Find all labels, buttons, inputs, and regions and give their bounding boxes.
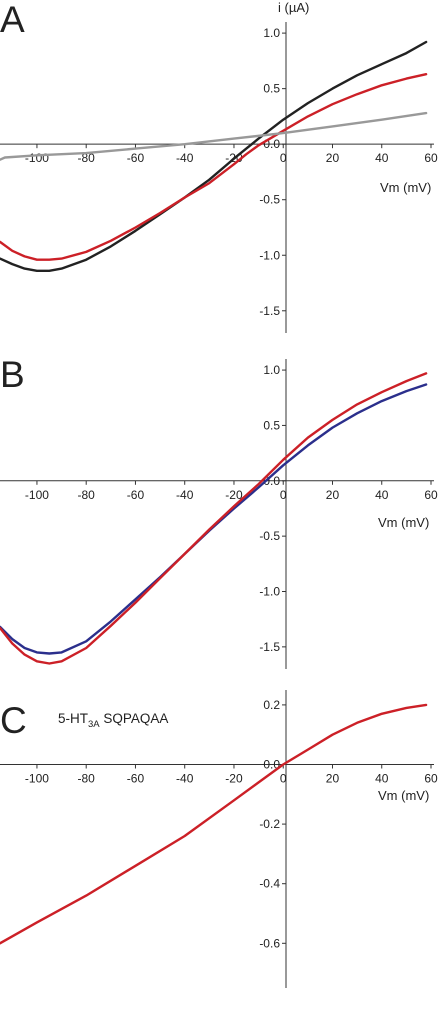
series-line-2: [0, 372, 428, 665]
annotation-subscript: 3A: [88, 719, 100, 730]
y-tick-label: 0.2: [263, 698, 280, 712]
y-tick-label: 1.0: [263, 363, 280, 377]
y-tick-label: 0.0: [263, 474, 280, 488]
x-axis-label: Vm (mV): [380, 180, 431, 195]
x-tick-label: -40: [176, 488, 194, 502]
panel-letter-b: B: [0, 354, 25, 395]
x-tick-label: 40: [375, 151, 389, 165]
y-tick-label: 1.0: [263, 26, 280, 40]
panel-a: A i (µA) Vm (mV) -100 -80 -60 -40 -20 0 20 40 60…: [0, 0, 438, 333]
x-tick-label: -100: [25, 772, 49, 786]
y-tick-label: -0.4: [259, 877, 280, 891]
annotation-rest: SQPAQAA: [100, 711, 169, 726]
series-line-2: [0, 72, 428, 261]
series-line-1: [0, 40, 428, 272]
x-tick-label: 40: [375, 488, 389, 502]
x-tick-label: -80: [78, 151, 96, 165]
series-line-3: [0, 111, 428, 161]
y-tick-label: -1.0: [259, 248, 280, 262]
x-tick-label: 40: [375, 772, 389, 786]
x-tick-label: -60: [127, 772, 145, 786]
x-tick-label: -80: [78, 488, 96, 502]
y-tick-label: 0.0: [263, 137, 280, 151]
x-tick-label: -20: [225, 772, 243, 786]
x-axis-label: Vm (mV): [378, 515, 429, 530]
y-tick-label: -0.5: [259, 193, 280, 207]
y-tick-label: -1.0: [259, 585, 280, 599]
y-axis-label: i (µA): [278, 0, 309, 15]
x-tick-label: -100: [25, 151, 49, 165]
y-tick-label: 0.0: [263, 758, 280, 772]
x-tick-label: -60: [127, 151, 145, 165]
y-tick-label: -0.6: [259, 936, 280, 950]
series-line-1: [0, 703, 428, 945]
x-tick-label: 0: [280, 151, 287, 165]
x-tick-label: 20: [326, 772, 340, 786]
x-tick-label: 60: [424, 151, 438, 165]
construct-annotation: 5-HT3A SQPAQAA: [58, 711, 168, 730]
x-tick-label: -100: [25, 488, 49, 502]
y-tick-label: 0.5: [263, 418, 280, 432]
x-tick-label: 20: [326, 151, 340, 165]
annotation-main: 5-HT: [58, 711, 88, 726]
panel-letter-c: C: [0, 700, 27, 741]
x-tick-label: 20: [326, 488, 340, 502]
x-tick-label: 0: [280, 488, 287, 502]
x-tick-label: -80: [78, 772, 96, 786]
x-tick-label: 0: [280, 772, 287, 786]
y-tick-label: -1.5: [259, 304, 280, 318]
x-tick-label: 60: [424, 772, 438, 786]
x-tick-label: -40: [176, 772, 194, 786]
y-tick-label: 0.5: [263, 82, 280, 96]
x-tick-label: -20: [225, 488, 243, 502]
y-tick-label: -0.2: [259, 817, 280, 831]
panel-c: C 5-HT3A SQPAQAA Vm (mV) -100 -80 -60 -40 -2…: [0, 690, 438, 988]
x-axis-label: Vm (mV): [378, 788, 429, 803]
y-tick-label: -0.5: [259, 529, 280, 543]
panel-b: B Vm (mV) -100 -80 -60 -40 -20 0 20 40 60 -1.5 -1.…: [0, 354, 438, 669]
y-tick-label: -1.5: [259, 640, 280, 654]
x-tick-label: 60: [424, 488, 438, 502]
series-line-1: [0, 383, 428, 655]
x-tick-label: -40: [176, 151, 194, 165]
panel-letter-a: A: [0, 0, 25, 40]
x-tick-label: -60: [127, 488, 145, 502]
